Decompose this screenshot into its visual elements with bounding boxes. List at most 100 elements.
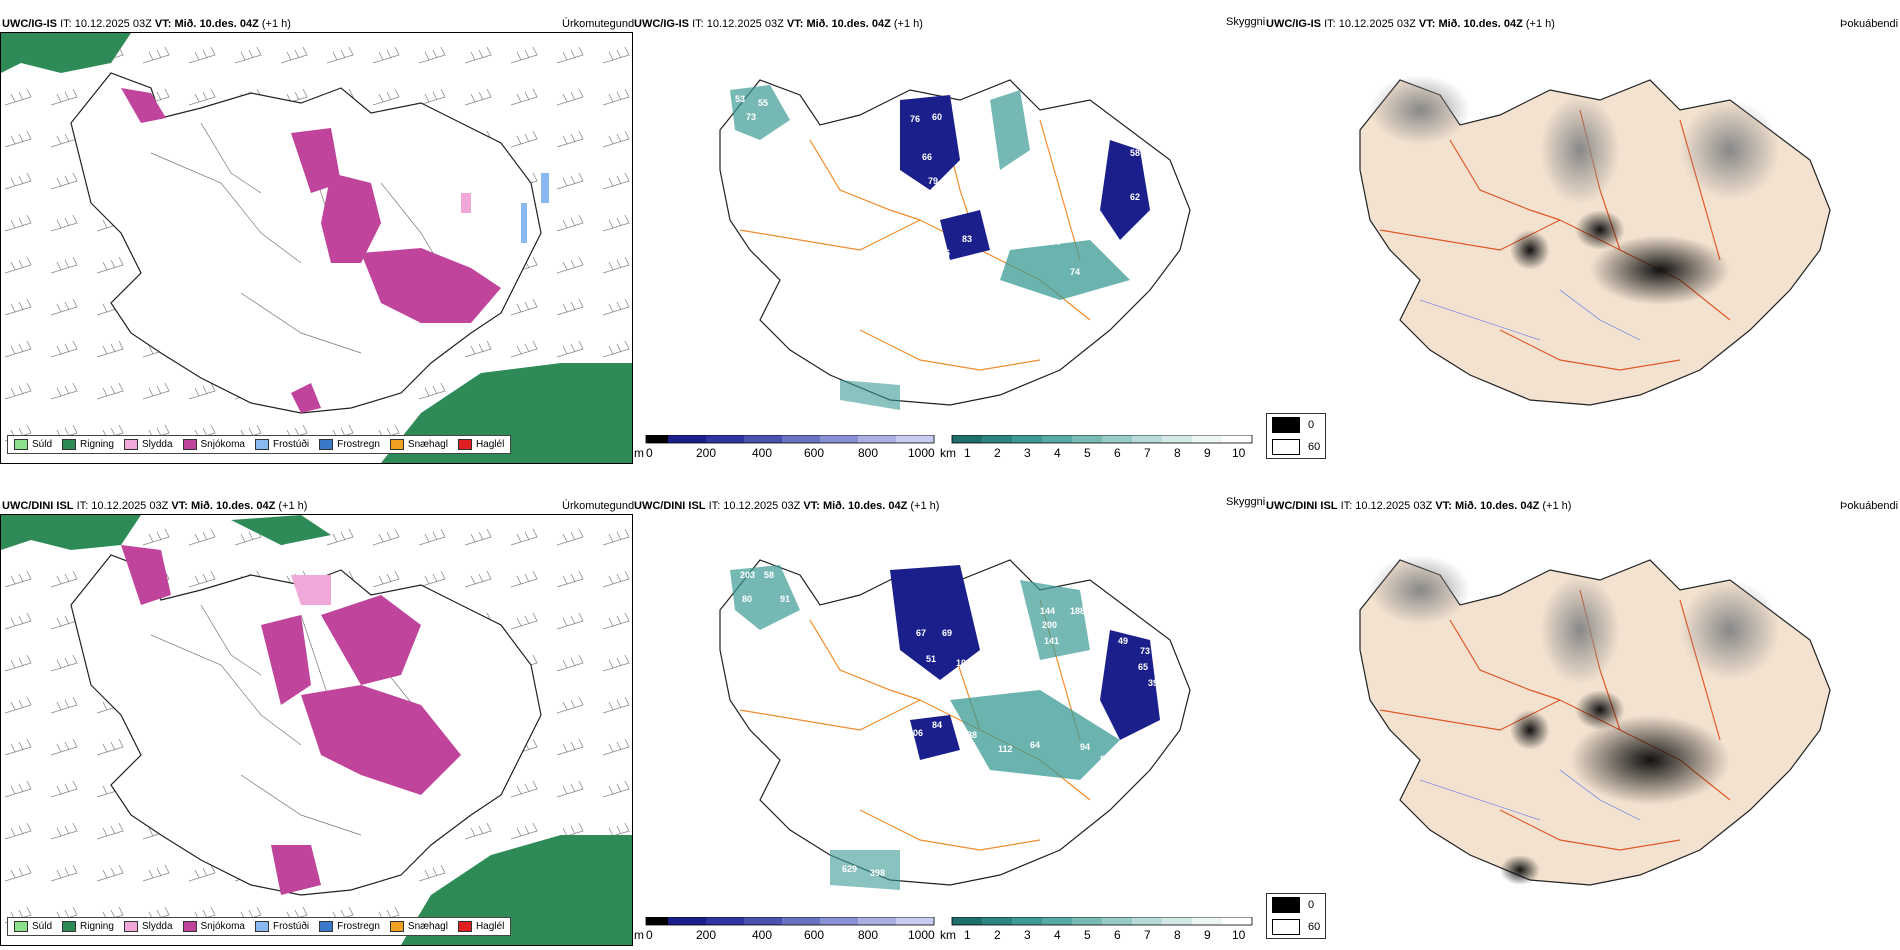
legend-item: Súld: [14, 921, 52, 932]
svg-text:76: 76: [940, 248, 950, 258]
fog-title: Þokuábendi: [1840, 500, 1899, 512]
svg-text:172: 172: [1080, 140, 1095, 150]
snow-area: [321, 173, 381, 263]
precip-map-dini[interactable]: Súld Rigning Slydda Snjókoma Frostúði Fr…: [0, 514, 633, 946]
legend-item: Frostúði: [254, 439, 309, 450]
svg-text:6: 6: [1114, 446, 1121, 459]
cloud-base-labels: 53 55 60 76 66 79 128 192 87 152 197 116…: [735, 94, 1154, 277]
svg-text:1: 1: [964, 928, 971, 941]
vis-header-igis: UWC/IG-IS IT: 10.12.2025 03Z VT: Mið. 10…: [634, 18, 923, 30]
svg-text:200: 200: [696, 446, 716, 459]
vis-header-dini: UWC/DINI ISL IT: 10.12.2025 03Z VT: Mið.…: [634, 500, 940, 512]
fog-header-dini: UWC/DINI ISL IT: 10.12.2025 03Z VT: Mið.…: [1266, 500, 1572, 512]
svg-text:9: 9: [1204, 928, 1211, 941]
cloud-map-svg: 53 55 60 76 66 79 128 192 87 152 197 116…: [719, 79, 1191, 410]
svg-text:141: 141: [1044, 636, 1059, 646]
legend-item: Frostregn: [319, 921, 380, 932]
legend-swatch: [389, 439, 404, 450]
colorbars-svg: m 0 200 400 600 800 1000 km 1 2 3 4 5 6 …: [634, 916, 1253, 942]
svg-text:6: 6: [1114, 928, 1121, 941]
svg-text:200: 200: [696, 928, 716, 941]
fog-swatch: [1272, 897, 1300, 913]
legend-item: Snjókoma: [182, 439, 245, 450]
legend-swatch: [319, 439, 334, 450]
legend-item: Súld: [14, 439, 52, 450]
svg-text:7: 7: [1144, 928, 1151, 941]
svg-text:4: 4: [1054, 446, 1061, 459]
cloud-map-dini[interactable]: 203 58 80 91 67 69 51 101 147 144 188 20…: [660, 520, 1240, 910]
svg-text:m: m: [634, 446, 644, 459]
legend-swatch: [319, 921, 334, 932]
fog-legend-row: 60: [1267, 436, 1325, 458]
svg-text:7: 7: [1144, 446, 1151, 459]
svg-text:83: 83: [962, 234, 972, 244]
svg-text:1000: 1000: [908, 928, 935, 941]
svg-text:76: 76: [910, 114, 920, 124]
svg-text:69: 69: [1144, 162, 1154, 172]
legend-swatch: [14, 921, 28, 932]
cloud-ticks: m 0 200 400 600 800 1000: [634, 446, 935, 460]
svg-text:m: m: [634, 928, 644, 941]
legend-item: Frostregn: [319, 439, 380, 450]
cloud-base-labels: 203 58 80 91 67 69 51 101 147 144 188 20…: [740, 570, 1158, 878]
legend-swatch: [123, 439, 138, 450]
svg-text:67: 67: [916, 628, 926, 638]
legend-swatch: [457, 921, 472, 932]
svg-text:3: 3: [1024, 446, 1031, 459]
cloud-map-igis[interactable]: 53 55 60 76 66 79 128 192 87 152 197 116…: [660, 40, 1240, 430]
legend-item: Slydda: [123, 921, 173, 932]
svg-text:73: 73: [746, 112, 756, 122]
svg-text:10: 10: [1232, 446, 1246, 459]
svg-text:800: 800: [858, 928, 878, 941]
precip-map-svg: [1, 515, 632, 945]
svg-text:64: 64: [1030, 740, 1040, 750]
precip-title: Úrkomutegund: [562, 500, 635, 512]
svg-text:64: 64: [1050, 237, 1060, 247]
svg-text:2: 2: [994, 446, 1001, 459]
fog-title: Þokuábendi: [1840, 18, 1899, 30]
vis-ticks: km 1 2 3 4 5 6 7 8 9 10: [940, 928, 1246, 942]
legend-item: Haglél: [457, 439, 504, 450]
svg-text:128: 128: [960, 176, 975, 186]
legend-swatch: [14, 439, 28, 450]
svg-text:116: 116: [990, 262, 1005, 272]
fog-map-svg: [1359, 75, 1831, 406]
legend-swatch: [62, 439, 77, 450]
legend-swatch: [457, 439, 472, 450]
fog-map-dini[interactable]: [1300, 520, 1880, 910]
fog-legend-row: 60: [1267, 916, 1325, 938]
svg-text:192: 192: [972, 192, 987, 202]
legend-item: Snæhagl: [389, 921, 448, 932]
legend-swatch: [389, 921, 404, 932]
svg-text:51: 51: [926, 654, 936, 664]
legend-item: Rigning: [62, 921, 114, 932]
legend-swatch: [254, 921, 269, 932]
cloud-colorbar-igis: m 0 200 400 600 800 1000 km 1 2 3 4 5 6 …: [634, 434, 1264, 460]
fog-swatch: [1272, 919, 1300, 935]
svg-text:203: 203: [740, 570, 755, 580]
fog-map-igis[interactable]: [1300, 40, 1880, 430]
svg-text:84: 84: [932, 720, 942, 730]
svg-text:81: 81: [1100, 754, 1110, 764]
svg-text:69: 69: [942, 628, 952, 638]
colorbars-svg: m 0 200 400 600 800 1000 km 1 2 3 4 5 6 …: [634, 434, 1253, 460]
svg-text:0: 0: [646, 928, 653, 941]
fog-legend-row: 0: [1267, 894, 1325, 916]
svg-text:9: 9: [1204, 446, 1211, 459]
precip-map-igis[interactable]: Súld Rigning Slydda Snjókoma Frostúði Fr…: [0, 32, 633, 464]
svg-text:629: 629: [842, 864, 857, 874]
svg-text:10: 10: [1232, 928, 1246, 941]
svg-text:79: 79: [928, 176, 938, 186]
legend-item: Slydda: [123, 439, 173, 450]
precip-header-igis: UWC/IG-IS IT: 10.12.2025 03Z VT: Mið. 10…: [2, 18, 291, 30]
svg-text:74: 74: [1100, 718, 1110, 728]
svg-text:49: 49: [1118, 636, 1128, 646]
svg-text:65: 65: [1138, 662, 1148, 672]
svg-text:5: 5: [1084, 928, 1091, 941]
svg-text:55: 55: [758, 98, 768, 108]
svg-text:8: 8: [1174, 928, 1181, 941]
svg-text:73: 73: [1140, 646, 1150, 656]
svg-text:188: 188: [1070, 606, 1085, 616]
svg-text:37: 37: [1086, 668, 1096, 678]
svg-text:23: 23: [1100, 124, 1110, 134]
